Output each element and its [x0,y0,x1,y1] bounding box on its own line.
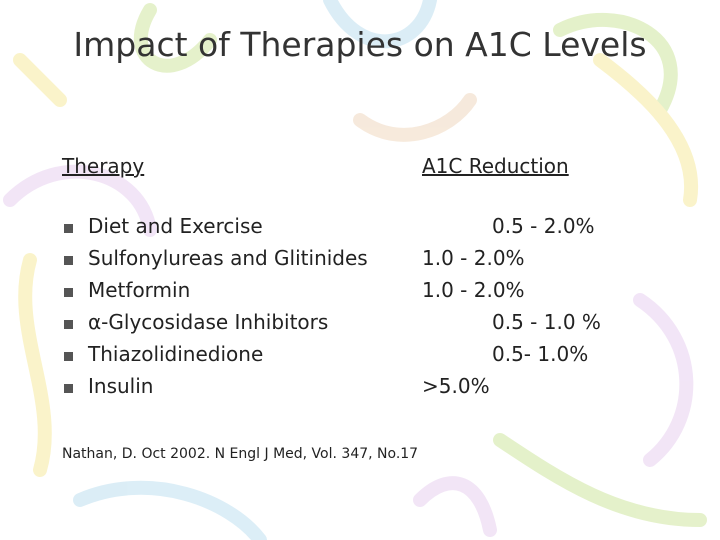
a1c-reduction: >5.0% [422,374,490,398]
therapy-name: α-Glycosidase Inhibitors [88,310,329,334]
bullet [64,256,73,265]
citation: Nathan, D. Oct 2002. N Engl J Med, Vol. … [62,446,419,462]
column-header: Therapy [62,154,145,178]
bullet [64,384,73,393]
column-header: A1C Reduction [422,154,569,178]
a1c-reduction: 0.5 - 1.0 % [492,310,601,334]
bullet [64,320,73,329]
therapy-name: Sulfonylureas and Glitinides [88,246,368,270]
a1c-reduction: 1.0 - 2.0% [422,246,525,270]
bullet [64,352,73,361]
a1c-reduction: 0.5 - 2.0% [492,214,595,238]
a1c-reduction: 1.0 - 2.0% [422,278,525,302]
therapy-name: Insulin [88,374,154,398]
therapy-name: Diet and Exercise [88,214,263,238]
a1c-reduction: 0.5- 1.0% [492,342,589,366]
bullet [64,224,73,233]
therapy-name: Thiazolidinedione [88,342,264,366]
slide-title: Impact of Therapies on A1C Levels [73,25,647,64]
therapy-name: Metformin [88,278,191,302]
bullet [64,288,73,297]
